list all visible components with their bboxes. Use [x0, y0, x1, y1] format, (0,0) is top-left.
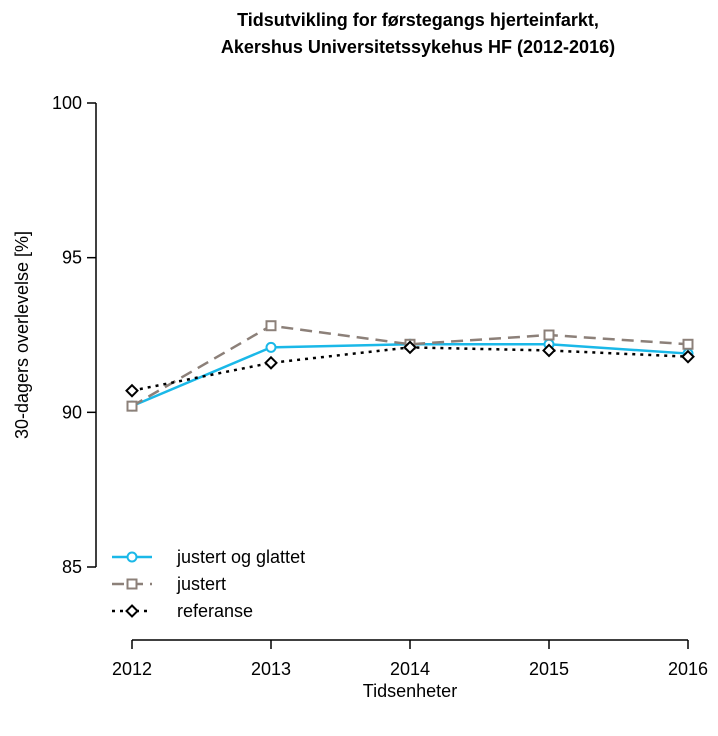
series-line [131, 324, 689, 408]
y-tick-label: 95 [62, 248, 82, 268]
y-tick-label: 85 [62, 557, 82, 577]
data-point [682, 338, 694, 350]
data-point [681, 349, 695, 364]
legend-marker [125, 604, 139, 618]
data-point [264, 355, 278, 370]
x-axis-label: Tidsenheter [363, 681, 457, 701]
data-point [543, 329, 555, 341]
y-axis-label: 30-dagers overlevelse [%] [12, 231, 32, 439]
y-tick-label: 90 [62, 402, 82, 422]
chart-title: Tidsutvikling for førstegangs hjerteinfa… [237, 10, 599, 30]
data-point [403, 340, 417, 355]
legend-label: justert og glattet [176, 547, 305, 567]
x-tick-label: 2013 [251, 659, 291, 679]
data-point [265, 320, 277, 332]
legend-marker [126, 551, 138, 563]
chart-title: Akershus Universitetssykehus HF (2012-20… [221, 37, 615, 57]
data-point [542, 343, 556, 358]
legend-label: referanse [177, 601, 253, 621]
x-tick-label: 2016 [668, 659, 708, 679]
data-point [125, 383, 139, 398]
legend-marker [126, 578, 138, 590]
data-point [265, 341, 277, 353]
data-point [126, 400, 138, 412]
y-tick-label: 100 [52, 93, 82, 113]
x-tick-label: 2012 [112, 659, 152, 679]
x-tick-label: 2014 [390, 659, 430, 679]
legend-label: justert [176, 574, 226, 594]
x-tick-label: 2015 [529, 659, 569, 679]
